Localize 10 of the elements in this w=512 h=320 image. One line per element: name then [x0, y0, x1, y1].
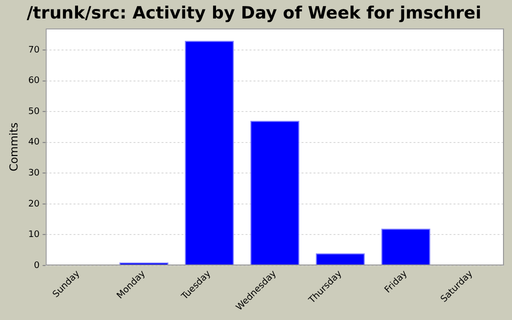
y-tick-label: 60 — [28, 76, 40, 86]
y-tick-label: 20 — [28, 199, 40, 210]
y-tick-label: 10 — [28, 230, 40, 240]
y-tick-label: 50 — [28, 106, 40, 117]
chart-title: /trunk/src: Activity by Day of Week for jmschrei — [26, 4, 482, 24]
y-tick-label: 0 — [34, 260, 40, 271]
y-tick-label: 70 — [28, 45, 40, 56]
y-tick-label: 30 — [28, 168, 40, 178]
y-tick-label: 40 — [28, 138, 40, 148]
y-axis-title: Commits — [7, 122, 20, 172]
